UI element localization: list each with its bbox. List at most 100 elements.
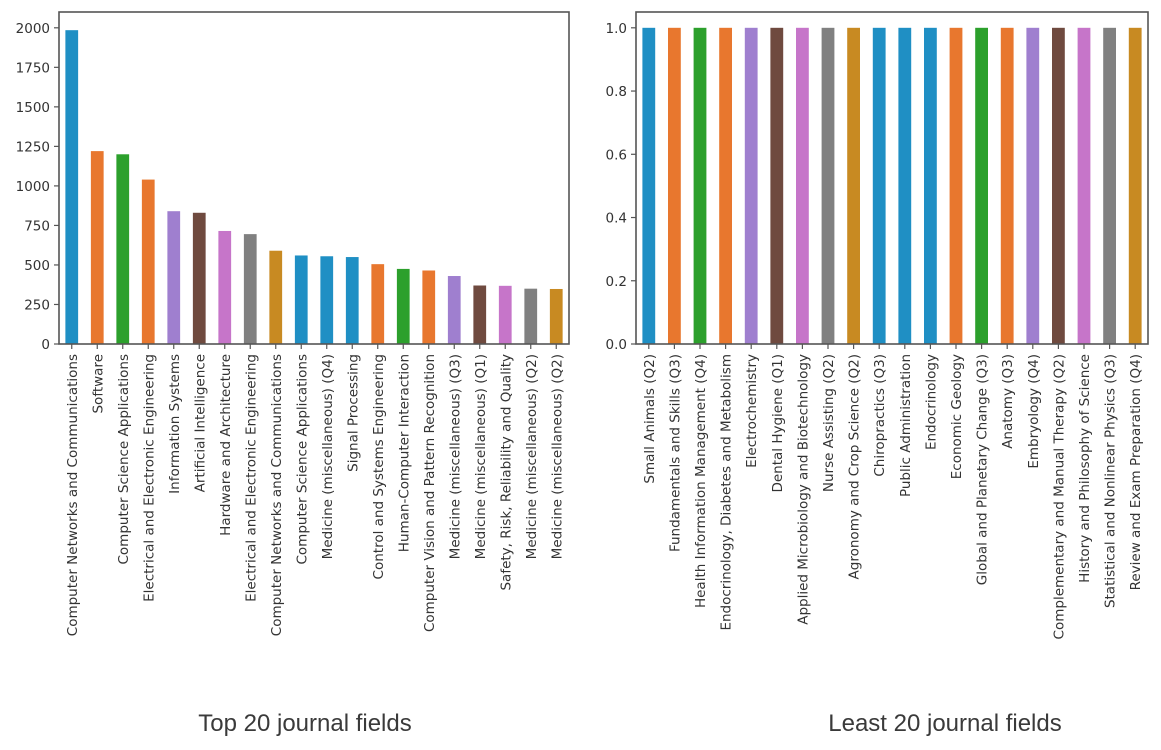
right-x-tick-label: Electrochemistry (744, 354, 760, 468)
left-bar (447, 276, 461, 344)
left-bar (498, 285, 512, 344)
right-bar (1077, 27, 1091, 345)
right-x-tick-label: Agronomy and Crop Science (Q2) (847, 354, 863, 579)
left-x-tick-label: Electrical and Electronic Engineering (243, 354, 259, 602)
right-plot-frame (635, 11, 1149, 345)
right-bar (642, 27, 656, 345)
left-bar (218, 230, 232, 344)
right-x-tick-label: Endocrinology (923, 354, 939, 450)
left-bar (473, 285, 487, 344)
left-bar (90, 151, 104, 344)
right-bar (744, 27, 758, 345)
right-x-tick-label: Applied Microbiology and Biotechnology (795, 354, 811, 625)
left-y-tick-label: 500 (24, 258, 50, 274)
left-plot-frame (58, 11, 570, 345)
left-bar-chart: 0 250 500 750 1000 1250 1500 1750 2000 Computer N… (16, 11, 570, 636)
right-x-tick-label: Public Administration (898, 354, 914, 497)
right-bar (1052, 27, 1065, 345)
left-chart-caption: Top 20 journal fields (198, 710, 412, 737)
left-bar (422, 270, 436, 344)
left-bar (243, 234, 257, 344)
right-bar-chart: 0.0 0.2 0.4 0.6 0.8 1.0 Small Animals (Q2) Fund… (606, 11, 1149, 639)
right-bar (872, 27, 886, 345)
right-x-tick-label: Global and Planetary Change (Q3) (975, 354, 991, 585)
left-y-tick-label: 1500 (16, 100, 50, 116)
right-x-tick-label: Endocrinology, Diabetes and Metabolism (719, 354, 735, 631)
left-bar (116, 154, 130, 344)
left-x-tick-label: Computer Networks and Communications (269, 354, 285, 636)
right-bar (975, 27, 988, 345)
left-bar (371, 264, 385, 344)
left-x-tick-label: Medicine (miscellaneous) (Q3) (447, 354, 463, 559)
left-bar (167, 211, 181, 344)
left-bar (345, 257, 359, 344)
right-bar (668, 27, 681, 345)
left-y-tick-label: 1750 (16, 60, 50, 76)
left-x-tick-label: Artificial Intelligence (192, 354, 208, 492)
left-bar (192, 212, 206, 344)
right-x-tick-label: Review and Exam Preparation (Q4) (1128, 354, 1144, 590)
right-bar (719, 27, 732, 345)
left-bar (320, 256, 334, 344)
right-x-tick-label: Embryology (Q4) (1026, 354, 1042, 469)
right-x-tick-label: Dental Hygiene (Q1) (770, 354, 786, 493)
left-x-tick-label: Computer Networks and Communications (65, 354, 81, 636)
right-y-tick-label: 0.2 (606, 274, 627, 290)
left-bar (141, 179, 155, 344)
right-y-tick-label: 0.8 (606, 84, 627, 100)
right-y-tick-label: 0.6 (606, 147, 627, 163)
left-bar (396, 268, 410, 344)
left-x-tick-label: Medicine (miscellaneous) (Q4) (320, 354, 336, 559)
right-bar (1000, 27, 1014, 345)
left-bar (294, 255, 308, 344)
right-y-tick-label: 0.4 (606, 211, 627, 227)
left-x-tick-label: Signal Processing (345, 354, 361, 472)
right-x-tick-label: Fundamentals and Skills (Q3) (667, 354, 683, 552)
left-x-tick-label: Human-Computer Interaction (396, 354, 412, 552)
left-x-tick-label: Computer Science Applications (294, 354, 310, 565)
left-y-tick-label: 250 (24, 297, 50, 313)
left-y-tick-label: 750 (24, 218, 50, 234)
left-x-tick-label: Information Systems (167, 354, 183, 494)
right-x-tick-label: Small Animals (Q2) (642, 354, 658, 484)
left-x-tick-label: Computer Vision and Pattern Recognition (422, 354, 438, 632)
right-x-tick-label: History and Philosophy of Science (1077, 354, 1093, 583)
left-x-tick-label: Medicine (miscellaneous) (Q2) (549, 354, 565, 559)
right-bar (821, 27, 835, 345)
right-bar (949, 27, 963, 345)
left-bar (549, 288, 563, 344)
right-x-tick-label: Anatomy (Q3) (1000, 354, 1016, 449)
left-bar (269, 250, 283, 344)
left-x-tick-label: Safety, Risk, Reliability and Quality (498, 354, 514, 591)
right-bar (847, 27, 860, 345)
left-y-tick-label: 1250 (16, 139, 50, 155)
left-bar (524, 288, 538, 344)
left-x-tick-label: Medicine (miscellaneous) (Q1) (473, 354, 489, 559)
left-y-tick-label: 1000 (16, 179, 50, 195)
right-bar (924, 27, 937, 345)
left-x-tick-label: Hardware and Architecture (218, 354, 234, 536)
right-bar (1103, 27, 1116, 345)
right-y-tick-label: 0.0 (606, 337, 627, 353)
left-x-tick-label: Computer Science Applications (116, 354, 132, 565)
left-bar (65, 30, 79, 345)
right-x-tick-label: Statistical and Nonlinear Physics (Q3) (1103, 354, 1119, 608)
left-x-tick-label: Software (90, 354, 106, 414)
left-x-tick-label: Medicine (miscellaneous) (Q2) (524, 354, 540, 559)
right-x-tick-label: Nurse Assisting (Q2) (821, 354, 837, 492)
right-y-tick-label: 1.0 (606, 21, 627, 37)
right-bar (796, 27, 809, 345)
right-x-tick-label: Health Information Management (Q4) (693, 354, 709, 608)
right-bar (898, 27, 912, 345)
left-y-tick-label: 0 (41, 337, 50, 353)
right-bar (770, 27, 784, 345)
right-bar (693, 27, 707, 345)
left-x-tick-label: Control and Systems Engineering (371, 354, 387, 579)
right-bar (1128, 27, 1142, 345)
left-y-tick-label: 2000 (16, 21, 50, 37)
right-x-tick-label: Complementary and Manual Therapy (Q2) (1051, 354, 1067, 639)
right-bar (1026, 27, 1040, 345)
left-x-tick-label: Electrical and Electronic Engineering (141, 354, 157, 602)
right-x-tick-label: Chiropractics (Q3) (872, 354, 888, 477)
